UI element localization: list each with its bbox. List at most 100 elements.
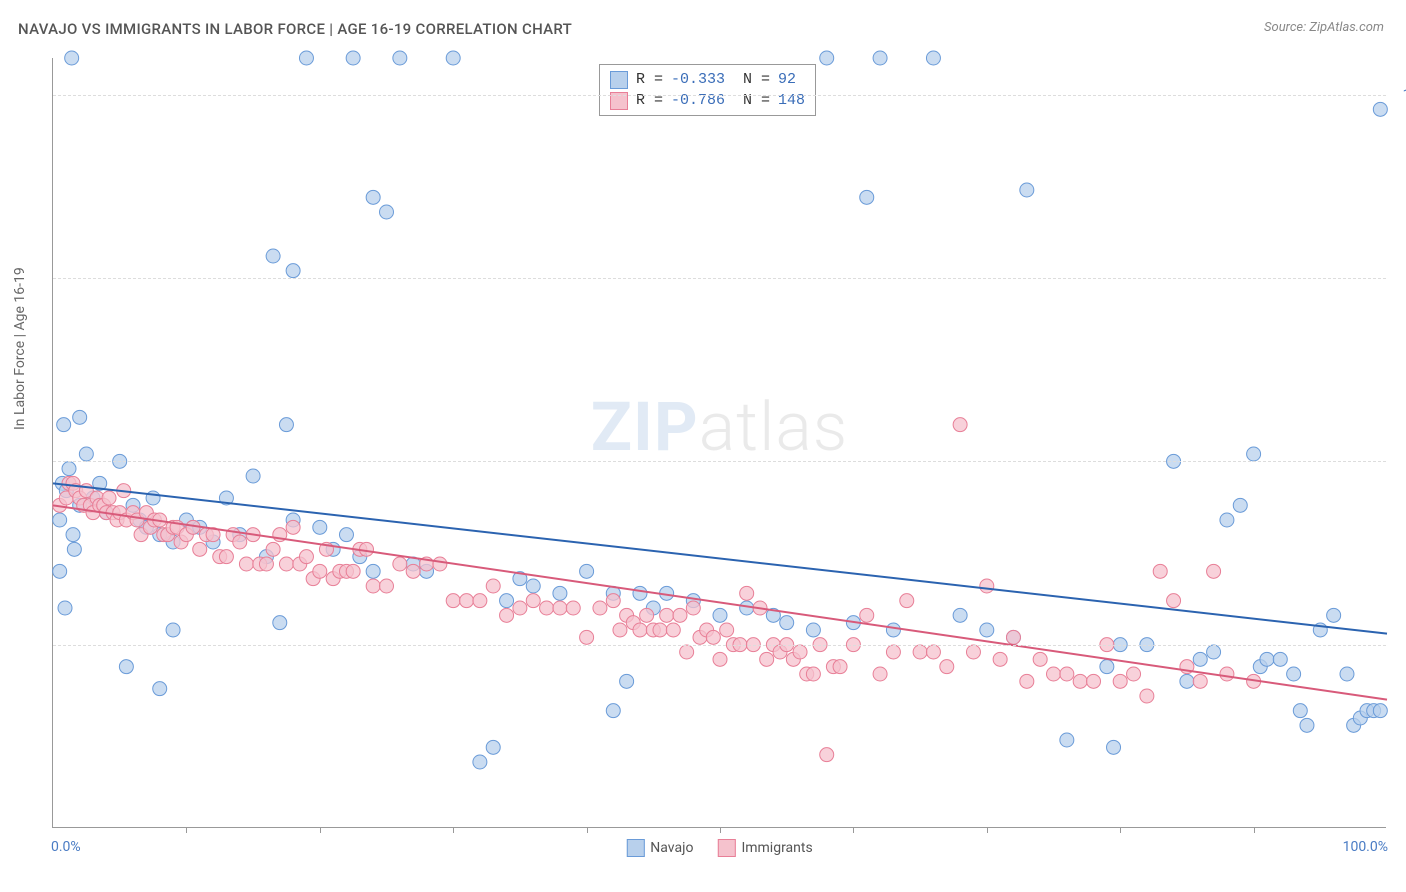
scatter-point bbox=[266, 249, 280, 263]
scatter-point bbox=[313, 564, 327, 578]
scatter-point bbox=[313, 520, 327, 534]
scatter-point bbox=[606, 594, 620, 608]
legend-swatch bbox=[626, 839, 644, 857]
gridline bbox=[53, 95, 1386, 96]
scatter-point bbox=[606, 704, 620, 718]
legend-r-label: R = bbox=[636, 69, 663, 90]
scatter-point bbox=[500, 594, 514, 608]
legend-swatch bbox=[717, 839, 735, 857]
scatter-point bbox=[1033, 652, 1047, 666]
scatter-point bbox=[1260, 652, 1274, 666]
scatter-point bbox=[526, 594, 540, 608]
scatter-point bbox=[1140, 689, 1154, 703]
scatter-point bbox=[153, 682, 167, 696]
legend-series-label: Navajo bbox=[650, 840, 693, 856]
gridline bbox=[53, 278, 1386, 279]
chart-title: NAVAJO VS IMMIGRANTS IN LABOR FORCE | AG… bbox=[18, 20, 572, 38]
scatter-point bbox=[380, 205, 394, 219]
scatter-point bbox=[233, 535, 247, 549]
scatter-point bbox=[1220, 667, 1234, 681]
x-tick bbox=[320, 827, 321, 833]
chart-source: Source: ZipAtlas.com bbox=[1264, 20, 1384, 35]
scatter-point bbox=[1300, 718, 1314, 732]
scatter-point bbox=[346, 564, 360, 578]
scatter-point bbox=[1073, 674, 1087, 688]
scatter-point bbox=[486, 579, 500, 593]
scatter-point bbox=[820, 748, 834, 762]
scatter-point bbox=[993, 652, 1007, 666]
x-axis-label-min: 0.0% bbox=[51, 839, 81, 855]
legend-n-label: N = bbox=[743, 90, 770, 111]
scatter-point bbox=[706, 630, 720, 644]
legend-stats-row: R = -0.333N = 92 bbox=[610, 69, 805, 90]
scatter-point bbox=[713, 652, 727, 666]
legend-r-value: -0.786 bbox=[671, 90, 725, 111]
scatter-point bbox=[566, 601, 580, 615]
scatter-point bbox=[526, 579, 540, 593]
scatter-point bbox=[1247, 447, 1261, 461]
scatter-point bbox=[62, 462, 76, 476]
scatter-point bbox=[593, 601, 607, 615]
scatter-point bbox=[193, 542, 207, 556]
scatter-point bbox=[513, 601, 527, 615]
scatter-point bbox=[860, 608, 874, 622]
scatter-point bbox=[1060, 733, 1074, 747]
scatter-point bbox=[1220, 513, 1234, 527]
scatter-point bbox=[58, 601, 72, 615]
scatter-point bbox=[473, 755, 487, 769]
x-tick bbox=[987, 827, 988, 833]
scatter-point bbox=[279, 557, 293, 571]
scatter-point bbox=[1373, 704, 1387, 718]
scatter-point bbox=[366, 564, 380, 578]
scatter-point bbox=[1207, 645, 1221, 659]
scatter-point bbox=[1006, 630, 1020, 644]
scatter-point bbox=[53, 564, 67, 578]
scatter-point bbox=[102, 491, 116, 505]
scatter-point bbox=[1373, 102, 1387, 116]
y-tick-label: 100.0% bbox=[1403, 87, 1406, 103]
scatter-point bbox=[900, 594, 914, 608]
plot-svg bbox=[53, 58, 1386, 827]
gridline bbox=[53, 645, 1386, 646]
scatter-point bbox=[500, 608, 514, 622]
scatter-point bbox=[73, 410, 87, 424]
scatter-point bbox=[926, 645, 940, 659]
scatter-point bbox=[640, 608, 654, 622]
scatter-point bbox=[219, 550, 233, 564]
scatter-point bbox=[953, 418, 967, 432]
legend-series-label: Immigrants bbox=[741, 840, 812, 856]
scatter-point bbox=[433, 557, 447, 571]
legend-n-label: N = bbox=[743, 69, 770, 90]
scatter-point bbox=[366, 579, 380, 593]
scatter-point bbox=[66, 528, 80, 542]
scatter-point bbox=[67, 542, 81, 556]
scatter-point bbox=[953, 608, 967, 622]
regression-line bbox=[53, 505, 1387, 699]
scatter-point bbox=[339, 528, 353, 542]
scatter-point bbox=[613, 623, 627, 637]
scatter-point bbox=[1047, 667, 1061, 681]
scatter-point bbox=[1327, 608, 1341, 622]
scatter-point bbox=[57, 418, 71, 432]
scatter-point bbox=[380, 579, 394, 593]
scatter-point bbox=[873, 667, 887, 681]
legend-swatch bbox=[610, 71, 628, 89]
scatter-point bbox=[1233, 498, 1247, 512]
gridline bbox=[53, 461, 1386, 462]
scatter-point bbox=[446, 594, 460, 608]
scatter-point bbox=[1020, 674, 1034, 688]
scatter-point bbox=[1127, 667, 1141, 681]
scatter-point bbox=[286, 520, 300, 534]
scatter-point bbox=[873, 51, 887, 65]
scatter-point bbox=[1100, 660, 1114, 674]
x-tick bbox=[853, 827, 854, 833]
legend-r-label: R = bbox=[636, 90, 663, 111]
scatter-point bbox=[580, 564, 594, 578]
scatter-point bbox=[660, 608, 674, 622]
scatter-point bbox=[926, 51, 940, 65]
scatter-point bbox=[266, 542, 280, 556]
scatter-point bbox=[633, 586, 647, 600]
legend-stats-row: R = -0.786N = 148 bbox=[610, 90, 805, 111]
scatter-point bbox=[1153, 564, 1167, 578]
scatter-point bbox=[1287, 667, 1301, 681]
